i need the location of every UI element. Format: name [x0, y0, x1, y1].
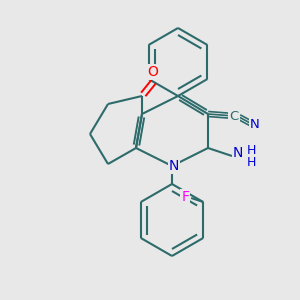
Text: H: H — [246, 143, 256, 157]
Text: F: F — [181, 190, 189, 204]
Text: N: N — [233, 146, 243, 160]
Text: N: N — [250, 118, 260, 130]
Text: N: N — [169, 159, 179, 173]
Text: H: H — [246, 155, 256, 169]
Text: C: C — [230, 110, 238, 122]
Text: O: O — [148, 65, 158, 79]
